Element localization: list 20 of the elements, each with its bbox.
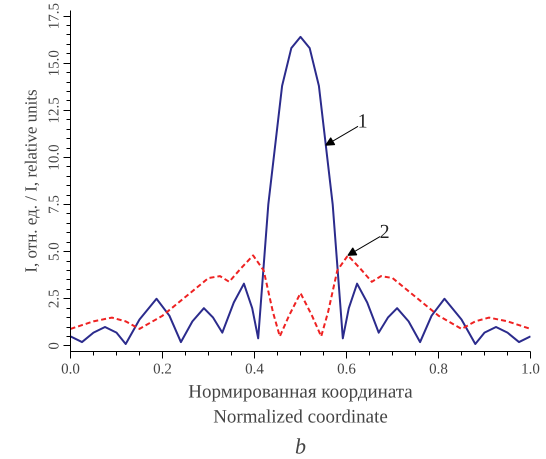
x-tick-label: 0.4 xyxy=(245,362,264,378)
line-series xyxy=(70,36,530,345)
x-tick-label: 0.2 xyxy=(153,362,172,378)
x-tick-label: 0.8 xyxy=(429,362,448,378)
y-tick-label: 5.0 xyxy=(46,242,62,262)
y-tick-label: 2.5 xyxy=(46,289,62,308)
series-label: 2 xyxy=(380,220,390,243)
series-label: 1 xyxy=(358,110,368,133)
y-tick-label: 12.5 xyxy=(46,97,62,124)
x-axis-title: Нормированная координата Normalized coordinate xyxy=(188,382,414,428)
y-tick-label: 0 xyxy=(46,342,62,350)
y-tick-label: 15.0 xyxy=(46,50,62,76)
y-tick-label: 17.5 xyxy=(46,3,62,30)
x-tick-label: 0.0 xyxy=(61,362,80,378)
text: b xyxy=(295,434,306,458)
y-axis-title: I, отн. ед. / I, relative units xyxy=(22,89,40,273)
y-tick-label: 7.5 xyxy=(46,195,62,214)
x-tick-label: 1.0 xyxy=(521,362,540,378)
y-tick-label: 10.0 xyxy=(46,144,62,171)
x-tick-label: 0.6 xyxy=(337,362,356,378)
